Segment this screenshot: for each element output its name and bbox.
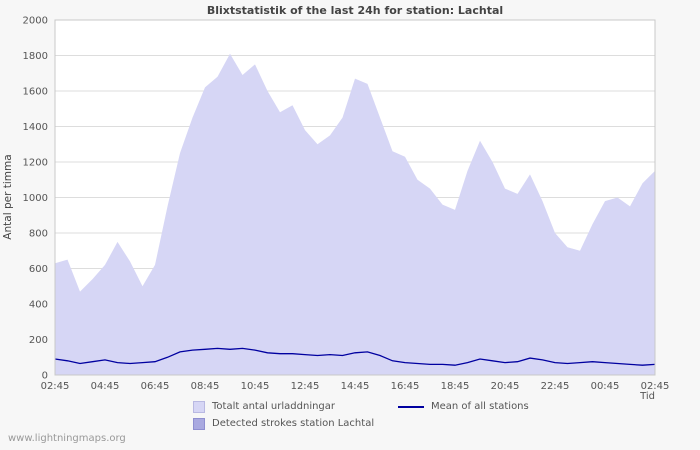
y-tick-label: 1000 (23, 193, 48, 204)
y-tick-label: 800 (29, 229, 48, 240)
y-tick-label: 1800 (23, 51, 48, 62)
y-tick-label: 400 (29, 300, 48, 311)
x-tick-label: 00:45 (591, 381, 620, 392)
total-swatch-icon (193, 400, 205, 413)
x-tick-label: 14:45 (341, 381, 370, 392)
x-tick-label: 12:45 (291, 381, 320, 392)
y-tick-label: 600 (29, 264, 48, 275)
x-tick-label: 22:45 (541, 381, 570, 392)
legend-item-detected: Detected strokes station Lachtal (193, 417, 398, 430)
x-axis-label: Tid (640, 391, 655, 402)
line-series (54, 347, 656, 366)
legend-row-1: Totalt antal urladdningar Mean of all st… (193, 398, 653, 415)
area-series (55, 53, 655, 375)
legend-item-total: Totalt antal urladdningar (193, 400, 398, 413)
y-tick-label: 2000 (23, 16, 48, 27)
x-tick-label: 18:45 (441, 381, 470, 392)
x-tick-label: 16:45 (391, 381, 420, 392)
y-tick-label: 1600 (23, 87, 48, 98)
x-tick-label: 02:45 (641, 381, 670, 392)
y-tick-label: 1200 (23, 158, 48, 169)
y-tick-label: 200 (29, 335, 48, 346)
y-tick-label: 0 (42, 371, 48, 382)
site-watermark: www.lightningmaps.org (8, 433, 126, 444)
chart-legend: Totalt antal urladdningar Mean of all st… (193, 398, 653, 432)
mean-line-icon (398, 405, 424, 408)
detected-swatch-icon (193, 417, 205, 430)
x-tick-label: 10:45 (241, 381, 270, 392)
legend-item-mean: Mean of all stations (398, 401, 529, 412)
legend-total-label: Totalt antal urladdningar (212, 401, 336, 412)
legend-row-2: Detected strokes station Lachtal (193, 415, 653, 432)
chart-title: Blixtstatistik of the last 24h for stati… (206, 4, 504, 17)
y-tick-label: 1400 (23, 122, 48, 133)
x-tick-label: 08:45 (191, 381, 220, 392)
x-tick-label: 04:45 (91, 381, 120, 392)
legend-detected-label: Detected strokes station Lachtal (212, 418, 375, 429)
plot-border (54, 19, 656, 376)
x-tick-label: 02:45 (41, 381, 70, 392)
x-tick-label: 06:45 (141, 381, 170, 392)
x-tick-label: 20:45 (491, 381, 520, 392)
legend-mean-label: Mean of all stations (431, 401, 529, 412)
